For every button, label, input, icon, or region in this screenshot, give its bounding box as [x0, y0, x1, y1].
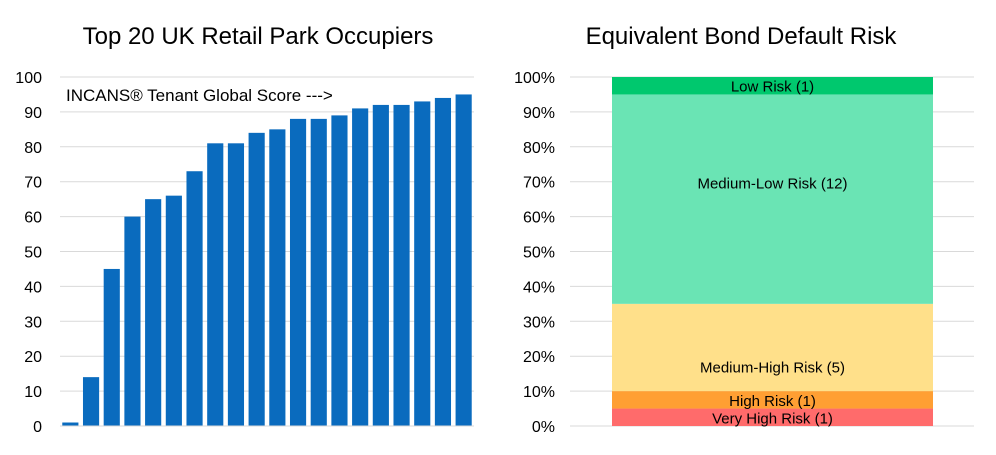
- right-chart-title: Equivalent Bond Default Risk: [586, 23, 898, 50]
- right-y-tick-label: 0%: [532, 419, 555, 436]
- left-chart-annotation: INCANS® Tenant Global Score --->: [66, 86, 333, 105]
- right-segment: [612, 77, 933, 95]
- left-bar: [62, 422, 79, 426]
- left-y-tick-label: 80: [24, 140, 42, 157]
- left-bar: [124, 216, 141, 426]
- right-segment-label: Medium-High Risk (5): [700, 360, 845, 377]
- left-chart-title: Top 20 UK Retail Park Occupiers: [83, 23, 434, 50]
- left-y-tick-label: 50: [24, 245, 42, 262]
- left-bar: [103, 268, 120, 426]
- left-bar: [434, 97, 452, 426]
- left-y-tick-label: 100: [15, 70, 42, 87]
- left-y-tick-label: 0: [33, 419, 42, 436]
- left-bar: [414, 101, 431, 427]
- right-segment: [612, 391, 933, 409]
- right-y-tick-label: 100%: [514, 70, 555, 87]
- left-bar: [289, 118, 307, 426]
- right-y-tick-label: 60%: [523, 210, 555, 227]
- right-y-tick-label: 10%: [523, 384, 555, 401]
- left-y-tick-label: 90: [24, 105, 42, 122]
- left-bar: [186, 171, 203, 426]
- left-y-tick-label: 10: [24, 384, 42, 401]
- right-y-tick-label: 80%: [523, 140, 555, 157]
- left-chart: Top 20 UK Retail Park Occupiers 0 10 20 30 4…: [15, 23, 474, 436]
- right-y-tick-label: 70%: [523, 175, 555, 192]
- right-segment-label: Low Risk (1): [731, 79, 814, 96]
- left-y-tick-label: 20: [24, 349, 42, 366]
- right-segment: [612, 408, 933, 426]
- left-bar: [372, 104, 389, 427]
- left-y-axis-ticks: 0 10 20 30 40 50 60 70 80 90 100: [15, 70, 42, 436]
- left-y-tick-label: 30: [24, 314, 42, 331]
- right-y-tick-label: 50%: [523, 245, 555, 262]
- left-bar: [145, 199, 162, 426]
- left-gridlines: [60, 76, 474, 392]
- right-y-tick-label: 20%: [523, 349, 555, 366]
- left-bar: [310, 118, 327, 426]
- left-bar: [455, 94, 472, 426]
- left-bar: [207, 143, 224, 426]
- right-y-tick-label: 40%: [523, 279, 555, 296]
- left-bar: [352, 108, 369, 426]
- left-bar: [227, 143, 245, 426]
- right-y-axis-ticks: 0% 10% 20% 30% 40% 50% 60% 70% 80% 90% 100%: [514, 70, 555, 436]
- left-y-tick-label: 40: [24, 279, 42, 296]
- right-y-tick-label: 30%: [523, 314, 555, 331]
- left-y-tick-label: 60: [24, 210, 42, 227]
- left-bar: [165, 195, 182, 426]
- left-bar: [82, 377, 100, 426]
- right-segment-label: Medium-Low Risk (12): [697, 175, 847, 192]
- left-bar: [393, 104, 410, 427]
- left-bar: [248, 132, 265, 426]
- right-segment-labels: Very High Risk (1)High Risk (1) Medium-Hi…: [697, 79, 847, 428]
- left-bar: [331, 115, 348, 426]
- left-bar: [269, 129, 286, 426]
- right-segment: [612, 94, 933, 304]
- left-bars: [62, 94, 472, 427]
- right-y-tick-label: 90%: [523, 105, 555, 122]
- right-segment-label: High Risk (1): [729, 393, 816, 410]
- right-chart: Equivalent Bond Default Risk 0% 10% 20% 30%…: [514, 23, 974, 436]
- right-segment: [612, 303, 933, 392]
- right-segment-label: Very High Risk (1): [712, 410, 833, 427]
- left-y-tick-label: 70: [24, 175, 42, 192]
- right-stacked-segments: [612, 77, 933, 426]
